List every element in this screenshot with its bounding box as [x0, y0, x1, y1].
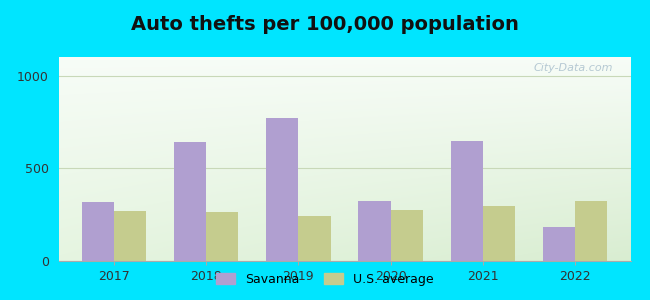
Legend: Savanna, U.S. average: Savanna, U.S. average	[211, 268, 439, 291]
Bar	[543, 227, 575, 261]
Bar	[81, 202, 114, 261]
Bar	[206, 212, 239, 261]
Bar	[450, 141, 483, 261]
Bar	[575, 201, 608, 261]
Bar	[114, 211, 146, 261]
Bar	[298, 216, 331, 261]
Bar	[358, 201, 391, 261]
Bar	[266, 118, 298, 261]
Bar	[174, 142, 206, 261]
Bar	[391, 210, 423, 261]
Text: City-Data.com: City-Data.com	[534, 63, 614, 73]
Text: Auto thefts per 100,000 population: Auto thefts per 100,000 population	[131, 15, 519, 34]
Bar	[483, 206, 515, 261]
